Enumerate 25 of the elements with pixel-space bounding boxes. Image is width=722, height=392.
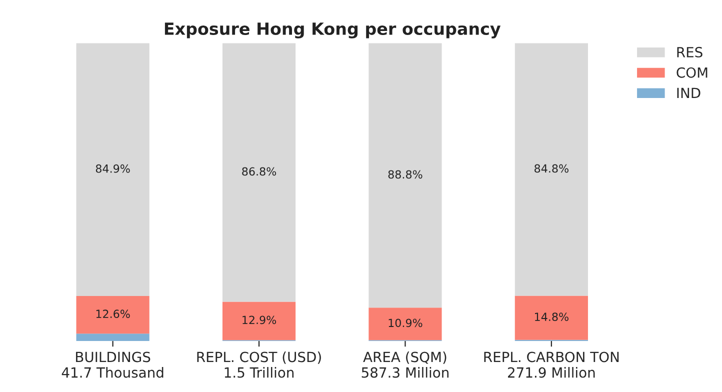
bar: [76, 334, 150, 342]
bar: [222, 302, 296, 340]
x-tick-label: BUILDINGS 41.7 Thousand: [62, 352, 164, 378]
data-label: 14.8%: [535, 312, 568, 322]
legend-label: IND: [677, 88, 700, 98]
bar: [514, 296, 588, 340]
x-tick-label: AREA (SQM) 587.3 Million: [362, 351, 448, 378]
legend-label: RES: [677, 46, 702, 58]
bar: [76, 43, 150, 296]
data-label: 86.8%: [242, 167, 276, 176]
data-label: 84.9%: [96, 164, 130, 173]
bar: [76, 296, 150, 334]
bar: [368, 308, 442, 340]
x-tick-label: REPL. CARBON TON 271.9 Million: [484, 352, 619, 378]
data-label: 12.6%: [96, 310, 130, 318]
chart-title: Exposure Hong Kong per occupancy: [164, 22, 501, 38]
data-label: 12.9%: [242, 316, 276, 324]
bar: [222, 43, 296, 302]
bar: [514, 43, 588, 296]
x-tick-label: REPL. COST (USD) 1.5 Trillion: [197, 351, 321, 378]
data-label: 84.8%: [534, 164, 568, 173]
legend-label: COM: [676, 67, 708, 78]
data-label: 10.9%: [388, 318, 422, 328]
data-label: 88.8%: [388, 170, 422, 179]
bar: [368, 43, 442, 308]
